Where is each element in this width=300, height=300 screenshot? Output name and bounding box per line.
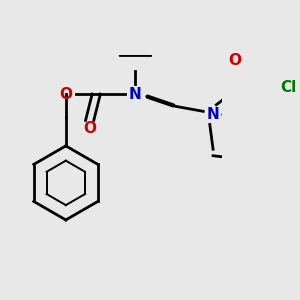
Text: N: N: [207, 107, 220, 122]
Text: O: O: [59, 87, 72, 102]
Text: N: N: [128, 87, 141, 102]
Text: O: O: [228, 53, 241, 68]
Text: Cl: Cl: [280, 80, 297, 95]
Text: O: O: [83, 121, 96, 136]
